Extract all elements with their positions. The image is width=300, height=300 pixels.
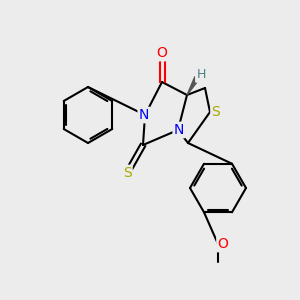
Text: N: N: [139, 108, 149, 122]
Text: S: S: [212, 105, 220, 119]
Text: O: O: [157, 46, 167, 60]
Polygon shape: [187, 77, 199, 95]
Text: S: S: [123, 166, 131, 180]
Text: H: H: [196, 68, 206, 82]
Text: O: O: [218, 237, 228, 251]
Text: N: N: [174, 123, 184, 137]
